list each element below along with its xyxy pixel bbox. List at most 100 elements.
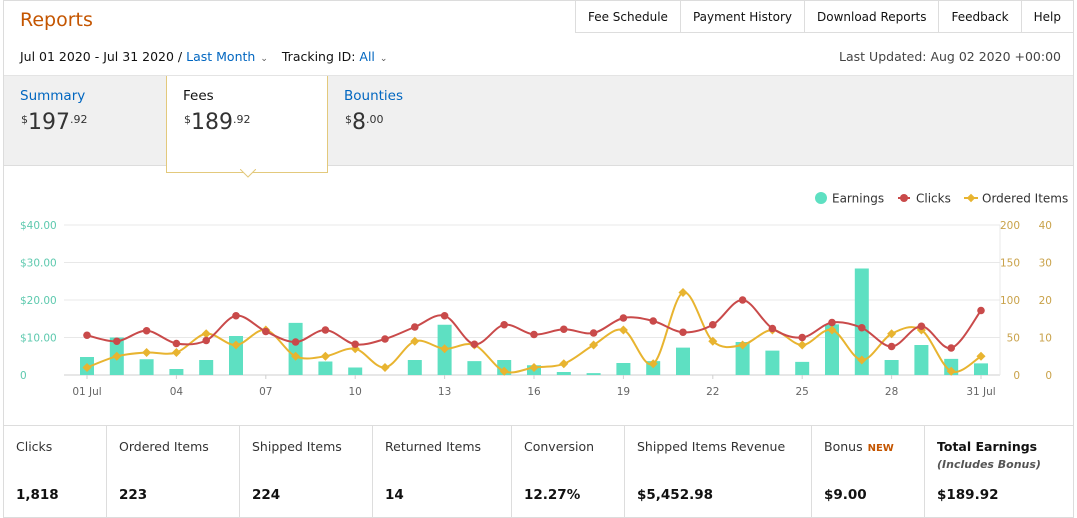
top-nav: Fee Schedule Payment History Download Re… xyxy=(574,1,1073,33)
earnings-bar xyxy=(556,372,571,375)
stats-row: Clicks 1,818 Ordered Items 223 Shipped I… xyxy=(4,425,1073,518)
y-right-clicks-tick-label: 150 xyxy=(1000,258,1020,270)
new-badge: NEW xyxy=(867,443,894,454)
y-right-clicks-tick-label: 200 xyxy=(1000,220,1020,232)
clicks-point xyxy=(113,337,121,346)
stat-conversion: Conversion 12.27% xyxy=(512,426,625,518)
tab-fees-label: Fees xyxy=(183,88,214,104)
summary-tabs: Summary $197.92 Fees $189.92 Bounties $8… xyxy=(4,75,1073,173)
x-tick-label: 10 xyxy=(349,386,362,398)
ordered-items-point xyxy=(410,336,420,346)
nav-payment-history[interactable]: Payment History xyxy=(680,1,805,33)
earnings-bar xyxy=(676,347,690,375)
clicks-point xyxy=(232,311,240,320)
ordered-items-point xyxy=(589,340,599,350)
clicks-point xyxy=(917,322,926,331)
legend-earnings-swatch xyxy=(815,192,827,204)
x-tick-label: 25 xyxy=(796,386,809,398)
y-right-ordered-tick-label: 20 xyxy=(1039,295,1052,307)
ordered-items-point xyxy=(499,366,509,376)
ordered-items-point xyxy=(320,351,330,361)
clicks-point xyxy=(470,340,479,349)
clicks-point xyxy=(83,331,91,340)
clicks-point xyxy=(887,342,896,351)
earnings-bar xyxy=(616,363,631,375)
ordered-items-point xyxy=(171,347,181,358)
clicks-point xyxy=(858,323,866,332)
ordered-items-point xyxy=(380,362,390,373)
active-tab-caret xyxy=(240,169,256,178)
nav-download-reports[interactable]: Download Reports xyxy=(804,1,940,33)
stat-shipped-revenue: Shipped Items Revenue $5,452.98 xyxy=(625,426,812,518)
tab-bounties[interactable]: Bounties $8.00 xyxy=(328,76,490,167)
legend-ordered-label: Ordered Items xyxy=(982,192,1068,206)
y-right-ordered-tick-label: 10 xyxy=(1039,333,1052,345)
y-right-clicks-tick-label: 0 xyxy=(1013,370,1020,382)
tab-summary[interactable]: Summary $197.92 xyxy=(4,76,166,167)
tab-fees-amount: $189.92 xyxy=(184,110,251,135)
ordered-items-point xyxy=(440,344,450,354)
tab-fees[interactable]: Fees $189.92 xyxy=(166,76,328,173)
clicks-point xyxy=(798,333,806,342)
stat-label: Bonus NEW xyxy=(824,439,894,454)
clicks-line xyxy=(86,298,982,350)
x-tick-label: 28 xyxy=(885,386,898,398)
ordered-items-point xyxy=(797,340,807,350)
stat-ordered-items: Ordered Items 223 xyxy=(107,426,240,518)
earnings-bar xyxy=(914,345,929,375)
clicks-point xyxy=(202,336,210,345)
x-tick-label: 13 xyxy=(438,386,451,398)
earnings-bar xyxy=(765,350,780,375)
stat-clicks: Clicks 1,818 xyxy=(4,426,107,518)
legend-earnings-label: Earnings xyxy=(832,192,884,206)
earnings-bar xyxy=(854,268,869,375)
y-right-clicks-tick-label: 50 xyxy=(1007,333,1020,345)
ordered-items-point xyxy=(738,340,748,350)
earnings-bar xyxy=(735,342,750,375)
nav-fee-schedule[interactable]: Fee Schedule xyxy=(575,1,681,33)
page-title: Reports xyxy=(20,9,93,31)
chevron-down-icon: ⌄ xyxy=(379,54,388,64)
last-updated: Last Updated: Aug 02 2020 +00:00 xyxy=(839,49,1061,64)
earnings-chart: 0 0 0 $10.00 50 10 $20.00 100 20 $30.00 150 30 $40.0… xyxy=(20,192,1068,399)
clicks-point xyxy=(411,323,419,331)
ordered-items-point xyxy=(559,359,569,369)
nav-feedback[interactable]: Feedback xyxy=(939,1,1022,33)
tracking-id-value: All xyxy=(359,49,375,64)
earnings-bar xyxy=(974,363,988,375)
tab-bounties-label: Bounties xyxy=(344,88,404,104)
y-left-tick-label: $20.00 xyxy=(20,295,57,307)
clicks-point xyxy=(321,326,330,334)
earnings-bar xyxy=(467,361,482,375)
stat-shipped-items: Shipped Items 224 xyxy=(240,426,373,518)
earnings-bar xyxy=(318,361,333,375)
clicks-point xyxy=(172,339,181,348)
earnings-bar xyxy=(139,359,154,375)
stat-value: $5,452.98 xyxy=(637,487,714,503)
y-right-clicks-tick-label: 100 xyxy=(1000,295,1020,307)
earnings-bar xyxy=(169,369,184,375)
clicks-point xyxy=(768,324,777,333)
stat-bonus: Bonus NEW $9.00 xyxy=(812,426,925,518)
stat-label: Total Earnings xyxy=(937,439,1038,454)
x-tick-label: 01 Jul xyxy=(72,386,101,398)
clicks-point xyxy=(738,296,747,304)
clicks-point xyxy=(142,326,151,335)
clicks-point xyxy=(977,306,985,315)
earnings-bar xyxy=(586,373,601,375)
stat-label: Ordered Items xyxy=(119,439,209,454)
clicks-point xyxy=(679,328,687,337)
stat-value: $9.00 xyxy=(824,487,867,503)
clicks-point xyxy=(649,317,657,325)
clicks-point xyxy=(262,327,270,336)
tab-summary-amount: $197.92 xyxy=(21,110,88,135)
stat-value: $189.92 xyxy=(937,487,999,503)
stat-returned-items: Returned Items 14 xyxy=(373,426,512,518)
y-right-ordered-tick-label: 30 xyxy=(1039,258,1052,270)
tracking-id-dropdown[interactable]: All ⌄ xyxy=(359,49,387,64)
clicks-point xyxy=(351,340,360,349)
earnings-bar xyxy=(348,367,363,375)
legend-clicks-swatch xyxy=(900,194,908,202)
date-preset-dropdown[interactable]: Last Month ⌄ xyxy=(186,49,268,64)
nav-help[interactable]: Help xyxy=(1021,1,1073,33)
